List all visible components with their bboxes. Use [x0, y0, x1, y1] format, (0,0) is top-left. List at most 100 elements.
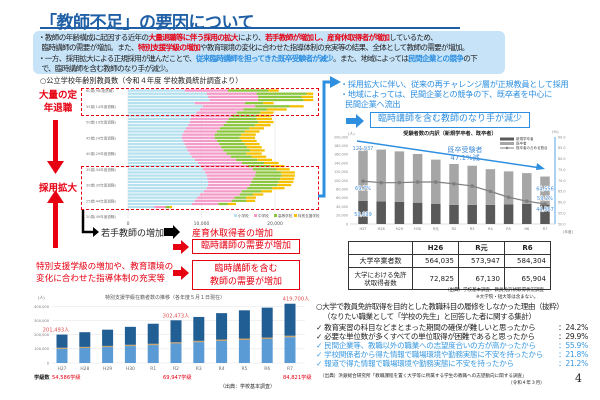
- y2-axis-label: (%): [552, 129, 559, 134]
- age-bar-segment: [244, 102, 264, 105]
- data-label: 53,039: [354, 212, 372, 218]
- y2-tick-label: 50.0: [558, 222, 566, 226]
- x-tick-label: 10,000: [194, 221, 210, 227]
- age-bar-segment: [255, 171, 281, 174]
- age-bar-segment: [255, 105, 290, 108]
- y-tick-label: 30歳(39年度退職): [86, 183, 117, 188]
- bar-segment: [412, 153, 423, 203]
- bar-segment: [412, 202, 423, 224]
- class-count-h27: 54,586学級: [52, 375, 81, 381]
- y-tick-label: 120,000: [334, 170, 348, 174]
- ratio-point: [452, 181, 456, 186]
- bar-segment: [467, 204, 477, 224]
- ratio-point: [361, 179, 365, 183]
- bar-segment: [284, 303, 296, 336]
- ratio-point: [415, 180, 420, 184]
- reason-text: ✓ 学校関係者から得た情報で職場環境や勤務実態に不安を持ったから: [316, 350, 543, 360]
- blue-bracket-arrow-icon: [318, 76, 341, 198]
- bar-segment: [540, 204, 550, 224]
- age-bar-segment: [256, 92, 307, 95]
- data-label: 44,567: [536, 207, 554, 213]
- bar-segment: [124, 346, 136, 363]
- age-bar-segment: [219, 142, 245, 146]
- age-bar-segment: [241, 161, 264, 165]
- age-bar-segment: [277, 183, 292, 187]
- chart-title: 受験者数の内訳（新規学卒者、既卒者）: [403, 129, 496, 137]
- annotation: 47.1%減: [450, 153, 479, 162]
- chart-title: 特別支援学級在籍者数の推移（各年度５月１日現在）: [105, 294, 225, 301]
- y-tick-label: 100,000: [334, 179, 348, 183]
- bar-segment: [56, 334, 68, 348]
- x-tick-label: 0: [127, 221, 130, 227]
- bar-segment: [238, 338, 250, 340]
- table-header: H26: [412, 241, 459, 255]
- age-bar-segment: [128, 180, 209, 184]
- legend-marker: [505, 146, 509, 150]
- age-bar-segment: [219, 127, 250, 130]
- right-reason-text: ・採用拡大に伴い、従来の再チャレンジ層が正規教員として採用 ・地域によっては、民間…: [340, 79, 569, 109]
- y-tick-label: 45歳(24年度退職): [86, 135, 117, 140]
- age-bar-segment: [128, 146, 187, 149]
- hiring-expansion-label: 採用拡大: [38, 183, 77, 194]
- age-bar-segment: [186, 146, 222, 149]
- graduates-table: H26 R元 R6 大学卒業者数 564,035 573,947 584,304 大学にお…: [348, 241, 551, 290]
- age-bar-segment: [154, 205, 166, 209]
- reason-percent: ：21.8%: [558, 350, 588, 360]
- age-bar-segment: [194, 199, 232, 202]
- y-tick-label: 25歳(44年度退職): [86, 198, 117, 203]
- age-bar-segment: [202, 168, 253, 171]
- y-tick-label: 20,000: [336, 214, 348, 218]
- age-bar-segment: [227, 89, 269, 92]
- age-bar-segment: [263, 161, 279, 165]
- y2-tick-label: 90.0: [558, 135, 566, 139]
- annotation: 既卒受験者: [448, 145, 483, 154]
- bar-segment: [238, 310, 250, 339]
- bar-segment: [102, 345, 114, 348]
- table-header: R6: [504, 241, 551, 255]
- x-tick-label: H27: [58, 366, 67, 372]
- reason-text: ✓ 民間企業等、教職以外の職業への志望度合いの方が高かったから: [316, 341, 536, 351]
- y-tick-label: 160,000: [334, 153, 348, 157]
- age-bar-segment: [128, 171, 206, 174]
- age-bar-segment: [257, 158, 273, 161]
- retirement-highlight-box: [81, 88, 319, 116]
- age-bar-segment: [239, 193, 253, 196]
- age-bar-segment: [255, 124, 271, 127]
- bar-segment: [102, 347, 114, 363]
- bar-segment: [170, 342, 182, 344]
- y-tick-label: 300,000: [34, 319, 50, 323]
- legend-swatch: [254, 214, 257, 217]
- age-bar-segment: [236, 111, 261, 114]
- x-tick-label: H30: [414, 227, 421, 231]
- legend-label: 既卒者: [516, 141, 527, 146]
- legend-swatch: [234, 214, 237, 217]
- age-bar-segment: [128, 209, 129, 212]
- bar-segment: [522, 173, 532, 204]
- y-axis-label: (人): [348, 131, 355, 136]
- age-bar-segment: [209, 98, 259, 102]
- age-bar-segment: [186, 127, 220, 130]
- y-tick-label: 35歳(34年度退職): [86, 167, 117, 172]
- special-class-chart: 特別支援学級在籍者数の推移（各年度５月１日現在） (人) 0 100,000 200,0…: [34, 294, 310, 372]
- age-bar-segment: [128, 108, 201, 111]
- age-bar-segment: [128, 98, 210, 102]
- x-tick-label: R7: [287, 366, 293, 372]
- age-bar-segment: [246, 152, 262, 155]
- data-label: 201,493人: [43, 327, 70, 334]
- data-label: 419,700人: [283, 296, 310, 303]
- age-bar-segment: [250, 149, 265, 152]
- bar-segment: [147, 343, 159, 346]
- age-bar-segment: [194, 158, 237, 161]
- bar-segment: [170, 343, 182, 363]
- age-bar-segment: [184, 142, 220, 146]
- age-bar-segment: [206, 174, 256, 177]
- age-bar-segment: [223, 124, 256, 127]
- age-bar-segment: [128, 196, 198, 199]
- age-bar-segment: [241, 190, 262, 193]
- age-bar-segment: [128, 92, 207, 95]
- bar-segment: [522, 203, 532, 224]
- age-bar-segment: [189, 120, 227, 124]
- survey-subheading: （なりたい職業として「学校の先生」と回答した者に関する集計）: [323, 312, 536, 321]
- age-bar-segment: [216, 139, 242, 143]
- reason-item: ✓ 民間企業等、教職以外の職業への志望度合いの方が高かったから ：55.9%: [316, 341, 588, 350]
